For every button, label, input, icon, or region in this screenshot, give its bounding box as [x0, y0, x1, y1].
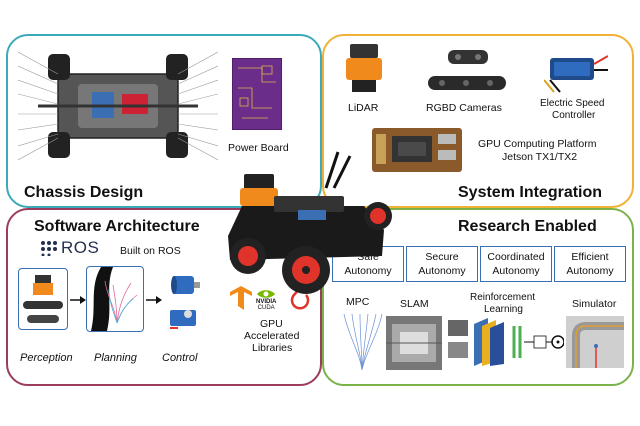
tag-line2: Autonomy	[344, 265, 392, 277]
motor-icon	[171, 276, 200, 294]
jetson-board-icon	[372, 128, 462, 172]
ros-logo-text: ROS	[61, 238, 100, 257]
reinforcement-learning-network-icon	[448, 318, 564, 366]
perception-box	[18, 268, 68, 330]
lidar-label: LiDAR	[348, 102, 379, 114]
slam-label: SLAM	[400, 298, 429, 310]
esc-label-line1: Electric Speed	[540, 98, 605, 109]
planning-label: Planning	[94, 352, 137, 364]
research-enabled-title: Research Enabled	[458, 218, 597, 235]
planning-trajectories-icon	[91, 267, 138, 331]
servo-icon	[170, 310, 196, 329]
gpu-platform-label: GPU Computing Platform	[478, 138, 597, 150]
tag-line1: Efficient	[571, 251, 609, 263]
power-board-label: Power Board	[228, 142, 289, 154]
built-on-ros-label: Built on ROS	[120, 245, 181, 257]
nvidia-text: NVIDIA	[256, 299, 277, 305]
rgbd-cameras-icon	[428, 50, 506, 90]
ros-logo: ROS	[40, 238, 99, 258]
cuda-text: CUDA	[257, 305, 275, 311]
arrow-right-icon	[70, 296, 86, 304]
arrow-right-icon	[146, 296, 162, 304]
tag-secure-autonomy: Secure Autonomy	[406, 246, 478, 282]
esc-label-line2: Controller	[552, 110, 596, 121]
jetson-label: Jetson TX1/TX2	[502, 151, 578, 163]
tag-line2: Autonomy	[566, 265, 614, 277]
gpu-libraries-line1: GPU	[260, 318, 283, 330]
system-integration-title: System Integration	[458, 184, 603, 201]
lidar-icon	[346, 44, 382, 92]
chassis-design-title: Chassis Design	[24, 184, 144, 201]
tag-line2: Autonomy	[418, 265, 466, 277]
tag-line1: Secure	[425, 251, 459, 263]
autonomous-car-icon	[228, 151, 392, 294]
control-label: Control	[162, 352, 198, 364]
nvidia-eye-icon	[257, 290, 276, 298]
rl-label-line1: Reinforcement	[470, 292, 536, 303]
tensorflow-logo-icon	[230, 286, 252, 310]
mpc-fan-icon	[343, 314, 383, 370]
rgbd-cameras-label: RGBD Cameras	[426, 102, 502, 114]
tag-coordinated-autonomy: Coordinated Autonomy	[480, 246, 552, 282]
mpc-label: MPC	[346, 296, 370, 308]
tag-line2: Autonomy	[492, 265, 540, 277]
simulator-label: Simulator	[572, 298, 617, 310]
rl-label-line2: Learning	[484, 304, 523, 315]
perception-label: Perception	[20, 352, 73, 364]
perception-sensors-icon	[23, 275, 63, 323]
speed-controller-icon	[544, 55, 608, 93]
simulator-track-icon	[566, 316, 624, 368]
tag-efficient-autonomy: Efficient Autonomy	[554, 246, 626, 282]
ros-dots-icon	[41, 241, 57, 256]
chassis-diagram-icon	[18, 51, 218, 161]
slam-map-icon	[386, 316, 442, 370]
gpu-libraries-line3: Libraries	[252, 342, 293, 354]
nvidia-cuda-logo: NVIDIA CUDA	[256, 289, 276, 311]
power-board-icon	[232, 58, 282, 130]
gpu-libraries-line2: Accelerated	[244, 330, 300, 342]
tag-line1: Coordinated	[487, 251, 545, 263]
software-architecture-title: Software Architecture	[34, 218, 200, 235]
planning-box	[86, 266, 144, 332]
